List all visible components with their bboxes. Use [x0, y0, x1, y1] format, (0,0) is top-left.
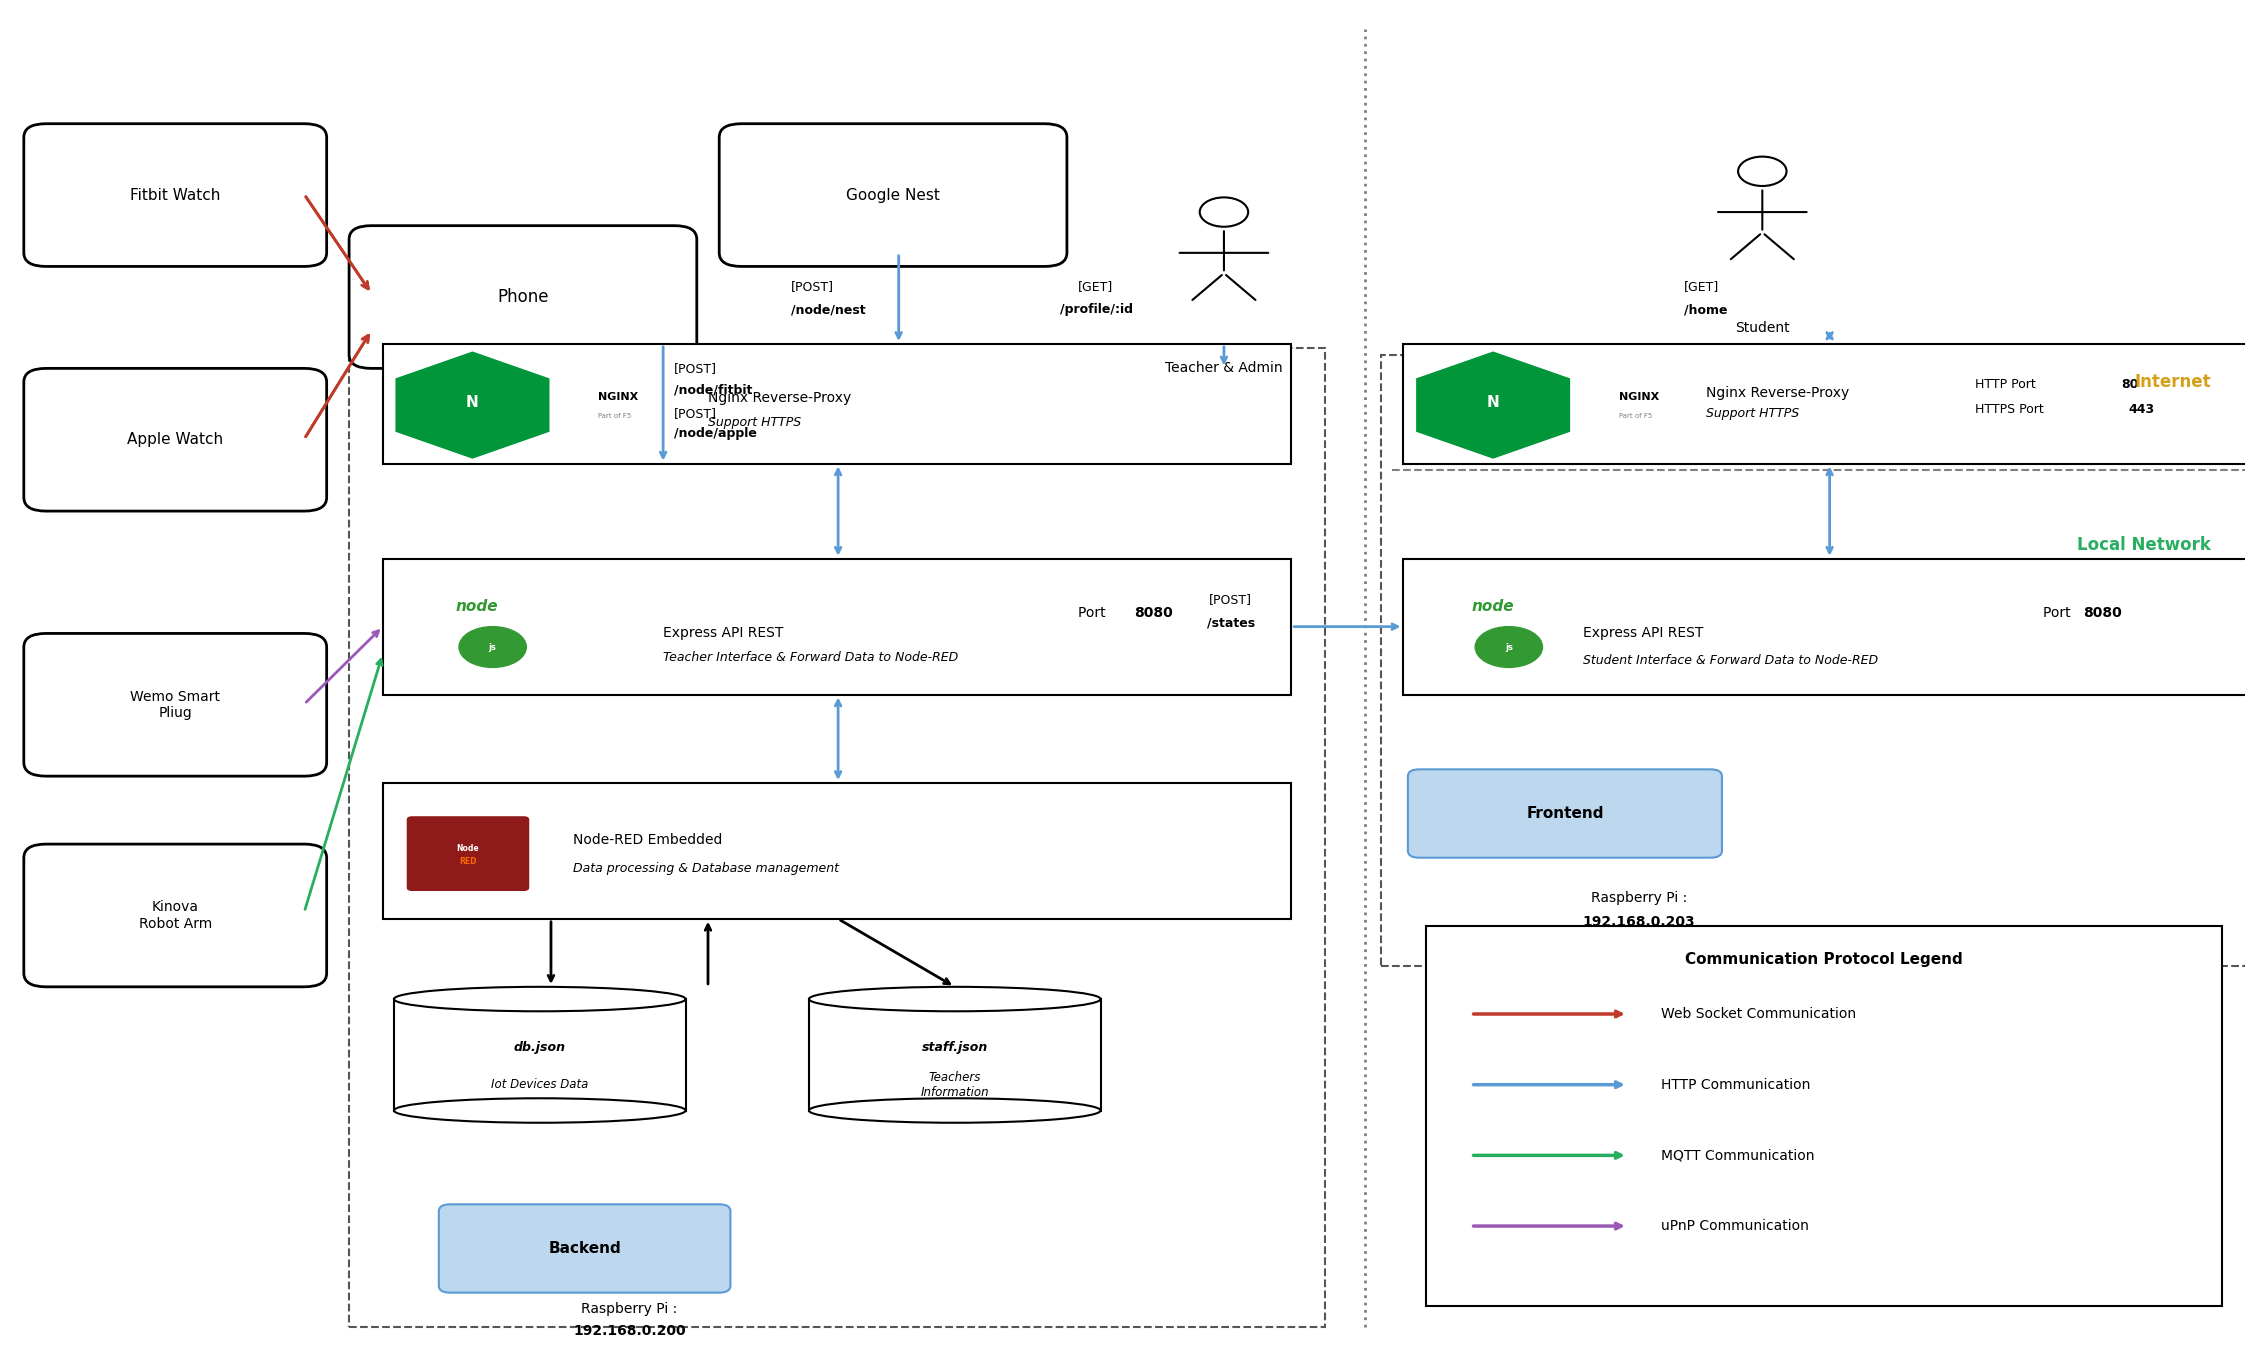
Text: Teacher & Admin: Teacher & Admin	[1166, 361, 1282, 376]
FancyBboxPatch shape	[1404, 345, 2246, 463]
Text: 8080: 8080	[1134, 606, 1172, 620]
Circle shape	[1476, 627, 1543, 667]
FancyBboxPatch shape	[719, 124, 1067, 267]
Text: Student: Student	[1734, 320, 1790, 335]
Text: HTTPS Port: HTTPS Port	[1976, 403, 2048, 415]
Text: NGINX: NGINX	[1619, 392, 1660, 402]
Ellipse shape	[809, 987, 1101, 1012]
Text: js: js	[1505, 643, 1514, 651]
Text: [GET]: [GET]	[1078, 281, 1114, 293]
Text: Support HTTPS: Support HTTPS	[707, 417, 802, 429]
Text: Google Nest: Google Nest	[847, 188, 941, 203]
Bar	[1381, 354, 2246, 967]
Text: Fitbit Watch: Fitbit Watch	[130, 188, 220, 203]
Text: Kinova
Robot Arm: Kinova Robot Arm	[139, 900, 211, 930]
Bar	[809, 1000, 1101, 1110]
FancyBboxPatch shape	[407, 817, 528, 891]
Ellipse shape	[393, 987, 685, 1012]
Text: N: N	[467, 395, 478, 410]
Text: N: N	[1487, 395, 1500, 410]
FancyBboxPatch shape	[25, 633, 326, 776]
Text: Nginx Reverse-Proxy: Nginx Reverse-Proxy	[707, 391, 851, 406]
FancyBboxPatch shape	[1426, 926, 2221, 1306]
Text: MQTT Communication: MQTT Communication	[1662, 1148, 1815, 1162]
FancyBboxPatch shape	[1408, 770, 1723, 858]
Text: [POST]: [POST]	[674, 362, 716, 375]
Text: 192.168.0.200: 192.168.0.200	[573, 1324, 685, 1337]
Text: staff.json: staff.json	[921, 1042, 988, 1054]
FancyBboxPatch shape	[348, 226, 696, 368]
Text: HTTP Port: HTTP Port	[1976, 379, 2039, 391]
Text: /states: /states	[1206, 616, 1256, 629]
FancyBboxPatch shape	[438, 1204, 730, 1293]
Text: [POST]: [POST]	[791, 281, 833, 293]
Bar	[393, 1000, 685, 1110]
Text: /home: /home	[1684, 304, 1727, 316]
Text: node: node	[1471, 599, 1514, 614]
Text: Teachers
Information: Teachers Information	[921, 1071, 988, 1099]
Text: /node/nest: /node/nest	[791, 304, 865, 316]
Text: Phone: Phone	[496, 287, 548, 306]
FancyBboxPatch shape	[25, 124, 326, 267]
Text: Raspberry Pi :: Raspberry Pi :	[1590, 892, 1687, 906]
Text: Apple Watch: Apple Watch	[128, 432, 222, 447]
Text: Express API REST: Express API REST	[663, 627, 784, 640]
Text: Wemo Smart
Pliug: Wemo Smart Pliug	[130, 689, 220, 720]
Text: Node: Node	[456, 843, 478, 853]
FancyArrowPatch shape	[305, 196, 368, 289]
Text: 443: 443	[2127, 403, 2154, 415]
Text: 192.168.0.203: 192.168.0.203	[1583, 914, 1696, 929]
Ellipse shape	[809, 1098, 1101, 1122]
Text: Frontend: Frontend	[1527, 806, 1604, 821]
Text: 8080: 8080	[2082, 606, 2122, 620]
Bar	[348, 347, 1325, 1327]
Text: Part of F5: Part of F5	[597, 413, 631, 419]
Text: Express API REST: Express API REST	[1583, 627, 1702, 640]
Text: NGINX: NGINX	[597, 392, 638, 402]
Text: Iot Devices Data: Iot Devices Data	[492, 1079, 588, 1091]
Text: HTTP Communication: HTTP Communication	[1662, 1077, 1810, 1092]
Text: Part of F5: Part of F5	[1619, 413, 1653, 419]
FancyBboxPatch shape	[382, 558, 1291, 695]
Text: js: js	[490, 643, 496, 651]
FancyBboxPatch shape	[25, 844, 326, 987]
Text: Node-RED Embedded: Node-RED Embedded	[573, 834, 723, 847]
Text: Teacher Interface & Forward Data to Node-RED: Teacher Interface & Forward Data to Node…	[663, 651, 959, 665]
Text: Port: Port	[2042, 606, 2075, 620]
Text: Port: Port	[1078, 606, 1110, 620]
Text: [POST]: [POST]	[1208, 592, 1253, 606]
Text: Data processing & Database management: Data processing & Database management	[573, 862, 840, 874]
Text: Local Network: Local Network	[2078, 537, 2210, 554]
FancyBboxPatch shape	[382, 345, 1291, 463]
Text: /profile/:id: /profile/:id	[1060, 304, 1134, 316]
Text: /node/fitbit: /node/fitbit	[674, 384, 752, 396]
Text: Nginx Reverse-Proxy: Nginx Reverse-Proxy	[1707, 385, 1848, 400]
Text: db.json: db.json	[514, 1042, 566, 1054]
Ellipse shape	[393, 1098, 685, 1122]
FancyArrowPatch shape	[305, 335, 368, 437]
Text: Communication Protocol Legend: Communication Protocol Legend	[1684, 952, 1963, 967]
Text: Backend: Backend	[548, 1241, 620, 1256]
FancyBboxPatch shape	[25, 368, 326, 511]
Text: node: node	[456, 599, 499, 614]
Text: [POST]: [POST]	[674, 407, 716, 419]
Text: Support HTTPS: Support HTTPS	[1707, 407, 1799, 419]
Text: Internet: Internet	[2134, 373, 2210, 391]
Text: uPnP Communication: uPnP Communication	[1662, 1219, 1810, 1233]
Text: Web Socket Communication: Web Socket Communication	[1662, 1007, 1857, 1022]
Circle shape	[458, 627, 526, 667]
Text: Student Interface & Forward Data to Node-RED: Student Interface & Forward Data to Node…	[1583, 654, 1878, 667]
FancyBboxPatch shape	[1404, 558, 2246, 695]
Text: 80: 80	[2120, 379, 2138, 391]
FancyBboxPatch shape	[382, 783, 1291, 919]
Text: [GET]: [GET]	[1684, 281, 1718, 293]
Text: /node/apple: /node/apple	[674, 428, 757, 440]
Text: RED: RED	[458, 857, 476, 866]
Text: Raspberry Pi :: Raspberry Pi :	[582, 1302, 678, 1316]
